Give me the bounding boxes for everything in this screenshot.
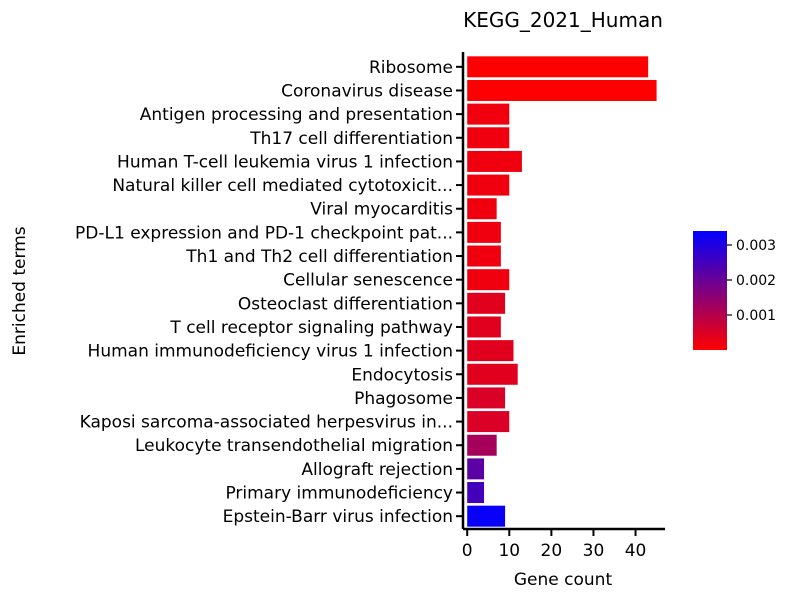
y-tick-label: Viral myocarditis — [310, 200, 453, 220]
bar — [467, 340, 514, 362]
y-tick-label: PD-L1 expression and PD-1 checkpoint pat… — [75, 223, 453, 243]
y-tick-label: Natural killer cell mediated cytotoxicit… — [112, 176, 453, 196]
x-axis-label: Gene count — [514, 570, 613, 590]
y-tick-label: Human immunodeficiency virus 1 infection — [88, 342, 453, 362]
bar — [467, 56, 649, 78]
y-tick-label: T cell receptor signaling pathway — [169, 318, 453, 338]
y-tick-label: Primary immunodeficiency — [225, 484, 453, 504]
bar — [467, 316, 501, 338]
colorbar: 0.001 0.002 0.003 — [693, 231, 776, 350]
y-tick-label: Ribosome — [369, 58, 453, 78]
y-tick-label: Th17 cell differentiation — [249, 129, 453, 149]
y-ticks: Ribosome Coronavirus disease Antigen proce… — [75, 58, 463, 527]
bar — [467, 269, 510, 291]
bar — [467, 221, 501, 243]
bar — [467, 482, 485, 504]
bar — [467, 127, 510, 149]
bar — [467, 174, 510, 196]
colorbar-gradient — [693, 231, 727, 350]
bar — [467, 198, 497, 220]
colorbar-tick-label: 0.002 — [736, 273, 776, 289]
bar — [467, 292, 506, 314]
y-tick-label: Kaposi sarcoma-associated herpesvirus in… — [80, 413, 453, 433]
bar — [467, 150, 522, 172]
y-tick-label: Epstein-Barr virus infection — [223, 507, 453, 527]
x-tick-label: 0 — [462, 541, 473, 561]
y-tick-label: Allograft rejection — [301, 460, 453, 480]
bar — [467, 505, 506, 527]
y-axis-label: Enriched terms — [10, 226, 30, 355]
y-tick-label: Endocytosis — [351, 365, 453, 385]
x-ticks: 0 10 20 30 40 — [462, 529, 647, 561]
y-tick-label: Human T-cell leukemia virus 1 infection — [117, 152, 453, 172]
y-tick-label: Leukocyte transendothelial migration — [135, 436, 453, 456]
y-tick-label: Coronavirus disease — [281, 81, 453, 101]
y-tick-label: Cellular senescence — [283, 271, 453, 291]
x-tick-label: 10 — [498, 541, 520, 561]
y-tick-label: Th1 and Th2 cell differentiation — [185, 247, 453, 267]
colorbar-tick-label: 0.003 — [736, 238, 776, 254]
x-tick-label: 30 — [583, 541, 605, 561]
bar — [467, 103, 510, 125]
x-tick-label: 20 — [541, 541, 563, 561]
colorbar-ticks: 0.001 0.002 0.003 — [727, 238, 776, 324]
bar — [467, 458, 485, 480]
bar — [467, 411, 510, 433]
bars — [467, 56, 657, 527]
y-tick-label: Antigen processing and presentation — [140, 105, 453, 125]
x-tick-label: 40 — [625, 541, 647, 561]
bar — [467, 363, 518, 385]
colorbar-tick-label: 0.001 — [736, 308, 776, 324]
bar — [467, 245, 501, 267]
bar — [467, 79, 657, 101]
y-tick-label: Osteoclast differentiation — [238, 294, 453, 314]
chart-title: KEGG_2021_Human — [463, 8, 663, 32]
y-tick-label: Phagosome — [354, 389, 453, 409]
bar — [467, 434, 497, 456]
bar — [467, 387, 506, 409]
